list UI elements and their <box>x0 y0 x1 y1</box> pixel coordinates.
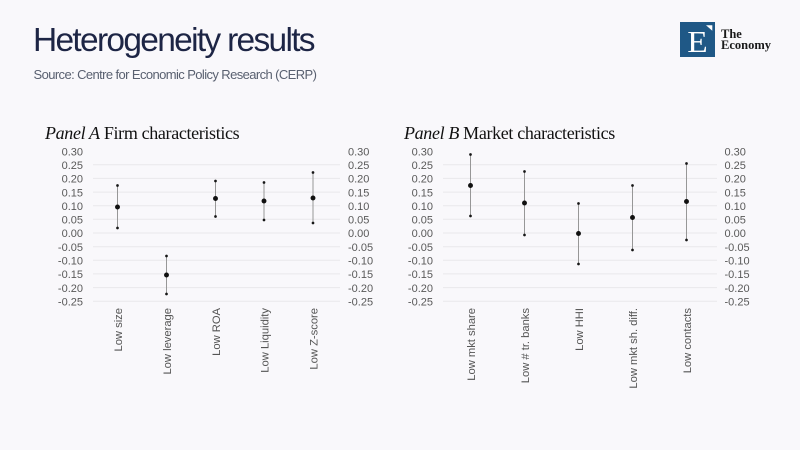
svg-text:Low leverage: Low leverage <box>162 308 174 375</box>
svg-text:-0.20: -0.20 <box>58 283 83 295</box>
svg-text:Low # tr. banks: Low # tr. banks <box>520 308 532 384</box>
svg-text:0.20: 0.20 <box>725 174 746 186</box>
svg-text:0.25: 0.25 <box>348 160 369 172</box>
svg-text:Low HHI: Low HHI <box>574 308 586 351</box>
svg-text:-0.25: -0.25 <box>725 296 750 308</box>
svg-text:0.15: 0.15 <box>412 187 433 199</box>
svg-text:0.25: 0.25 <box>725 160 746 172</box>
svg-text:-0.15: -0.15 <box>408 269 433 281</box>
svg-text:-0.05: -0.05 <box>408 242 433 254</box>
svg-text:0.20: 0.20 <box>62 174 83 186</box>
svg-text:Low mkt share: Low mkt share <box>466 308 478 381</box>
svg-text:0.10: 0.10 <box>348 201 369 213</box>
svg-text:-0.15: -0.15 <box>58 269 83 281</box>
svg-text:Low ROA: Low ROA <box>211 307 223 355</box>
svg-text:0.30: 0.30 <box>412 146 433 158</box>
svg-text:-0.25: -0.25 <box>58 296 83 308</box>
svg-text:0.00: 0.00 <box>725 228 746 240</box>
svg-text:0.05: 0.05 <box>412 215 433 227</box>
svg-text:0.15: 0.15 <box>62 187 83 199</box>
svg-text:0.00: 0.00 <box>62 228 83 240</box>
svg-text:0.30: 0.30 <box>62 146 83 158</box>
svg-text:-0.15: -0.15 <box>348 269 373 281</box>
svg-text:0.15: 0.15 <box>348 187 369 199</box>
svg-text:0.30: 0.30 <box>725 146 746 158</box>
svg-text:Low Liquidity: Low Liquidity <box>260 308 272 373</box>
svg-text:-0.20: -0.20 <box>725 283 750 295</box>
svg-text:0.10: 0.10 <box>725 201 746 213</box>
svg-text:-0.20: -0.20 <box>408 283 433 295</box>
svg-text:0.05: 0.05 <box>348 215 369 227</box>
svg-text:0.25: 0.25 <box>62 160 83 172</box>
svg-text:-0.15: -0.15 <box>725 269 750 281</box>
svg-text:-0.05: -0.05 <box>58 242 83 254</box>
svg-text:0.10: 0.10 <box>412 201 433 213</box>
svg-text:-0.05: -0.05 <box>348 242 373 254</box>
svg-text:0.00: 0.00 <box>412 228 433 240</box>
svg-text:-0.25: -0.25 <box>348 296 373 308</box>
svg-text:-0.25: -0.25 <box>408 296 433 308</box>
svg-text:-0.10: -0.10 <box>725 256 750 268</box>
svg-text:0.05: 0.05 <box>725 215 746 227</box>
svg-text:0.20: 0.20 <box>348 174 369 186</box>
svg-text:0.30: 0.30 <box>348 146 369 158</box>
svg-text:Low contacts: Low contacts <box>682 308 694 374</box>
svg-text:-0.10: -0.10 <box>348 256 373 268</box>
svg-text:-0.10: -0.10 <box>58 256 83 268</box>
svg-text:0.15: 0.15 <box>725 187 746 199</box>
svg-text:0.05: 0.05 <box>62 215 83 227</box>
svg-text:0.20: 0.20 <box>412 174 433 186</box>
svg-text:-0.05: -0.05 <box>725 242 750 254</box>
svg-text:0.00: 0.00 <box>348 228 369 240</box>
svg-text:Low size: Low size <box>113 308 125 352</box>
svg-text:Low Z-score: Low Z-score <box>309 308 321 370</box>
svg-text:Low mkt sh. diff.: Low mkt sh. diff. <box>628 308 640 389</box>
svg-text:-0.20: -0.20 <box>348 283 373 295</box>
svg-text:0.25: 0.25 <box>412 160 433 172</box>
svg-text:-0.10: -0.10 <box>408 256 433 268</box>
svg-text:0.10: 0.10 <box>62 201 83 213</box>
